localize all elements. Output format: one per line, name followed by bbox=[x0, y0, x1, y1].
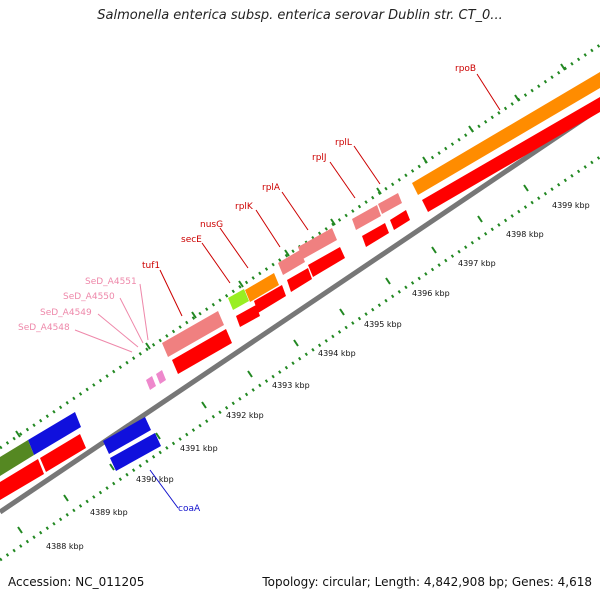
inner-tick-track bbox=[0, 155, 600, 562]
gene-label-rplL: rplL bbox=[335, 138, 352, 148]
outer-ticks bbox=[15, 63, 566, 438]
gene-label-nusG: nusG bbox=[200, 220, 223, 230]
rplL-upper bbox=[378, 193, 402, 214]
nusG-lower bbox=[254, 285, 286, 313]
tick-label: 4395 kbp bbox=[364, 320, 402, 329]
tick-label: 4392 kbp bbox=[226, 411, 264, 420]
gene-labels: rpoB rplL rplJ rplA rplK nusG secE tuf1 … bbox=[18, 64, 501, 514]
left-red-bar-1 bbox=[40, 434, 86, 472]
nusG-upper bbox=[245, 273, 279, 302]
gene-label-SeD_A4549: SeD_A4549 bbox=[40, 308, 92, 318]
left-olive-bar bbox=[0, 440, 34, 476]
gene-label-rplJ: rplJ bbox=[312, 153, 327, 163]
rplK-lower bbox=[287, 268, 312, 292]
rplJ-lower bbox=[362, 223, 389, 247]
tick-label: 4396 kbp bbox=[412, 289, 450, 298]
tick-label: 4394 kbp bbox=[318, 349, 356, 358]
tick-label: 4389 kbp bbox=[90, 508, 128, 517]
tick-label: 4388 kbp bbox=[46, 542, 84, 551]
secE-upper bbox=[228, 289, 249, 310]
gene-label-coaA: coaA bbox=[178, 504, 201, 514]
secE-lower bbox=[236, 305, 260, 327]
left-red-bar-2 bbox=[0, 459, 44, 500]
sed-marker-1 bbox=[146, 376, 156, 390]
left-blue-bar bbox=[28, 412, 81, 455]
rplJ-upper bbox=[352, 205, 381, 230]
gene-label-SeD_A4550: SeD_A4550 bbox=[63, 292, 115, 302]
rplL-lower bbox=[390, 210, 410, 230]
gene-label-SeD_A4548: SeD_A4548 bbox=[18, 323, 70, 333]
rplA-upper bbox=[298, 228, 337, 259]
rpoB-lower-bar bbox=[422, 97, 600, 212]
tuf1-upper bbox=[162, 311, 224, 357]
gene-label-rplA: rplA bbox=[262, 183, 281, 193]
gene-label-rpoB: rpoB bbox=[455, 64, 476, 74]
sed-marker-2 bbox=[156, 370, 166, 384]
accession-text: Accession: NC_011205 bbox=[8, 575, 145, 589]
gene-label-rplK: rplK bbox=[235, 202, 254, 212]
gene-label-secE: secE bbox=[181, 235, 202, 245]
backbone-line bbox=[0, 105, 600, 515]
tick-label: 4393 kbp bbox=[272, 381, 310, 390]
rpoB-upper-bar bbox=[412, 72, 600, 195]
tuf1-lower bbox=[172, 329, 232, 374]
blue-upper-2 bbox=[103, 417, 151, 454]
rplK-upper bbox=[278, 250, 305, 275]
tick-label: 4390 kbp bbox=[136, 475, 174, 484]
axis-ticks: 4388 kbp 4389 kbp 4390 kbp 4391 kbp 4392… bbox=[17, 184, 590, 551]
tick-label: 4391 kbp bbox=[180, 444, 218, 453]
coaA-lower bbox=[110, 433, 161, 471]
tick-label: 4399 kbp bbox=[552, 201, 590, 210]
gene-label-tuf1: tuf1 bbox=[142, 261, 160, 271]
gene-label-SeD_A4551: SeD_A4551 bbox=[85, 277, 137, 287]
map-title: Salmonella enterica subsp. enterica sero… bbox=[97, 8, 503, 23]
rplA-lower bbox=[308, 247, 345, 277]
tick-label: 4398 kbp bbox=[506, 230, 544, 239]
tick-label: 4397 kbp bbox=[458, 259, 496, 268]
genome-summary-text: Topology: circular; Length: 4,842,908 bp… bbox=[262, 575, 592, 589]
